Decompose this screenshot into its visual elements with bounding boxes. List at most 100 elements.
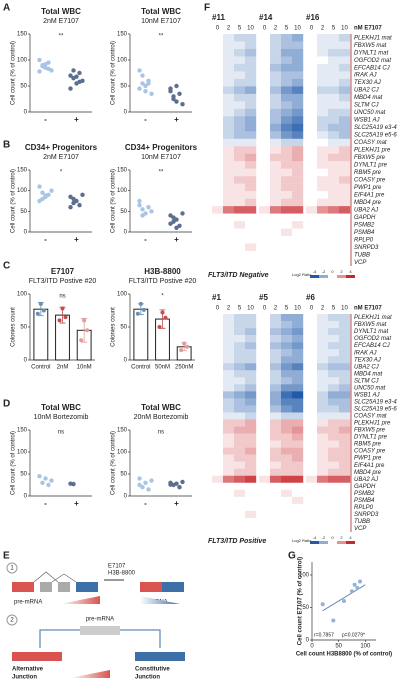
heat-cell <box>306 63 318 72</box>
heat-cell <box>212 377 224 385</box>
data-point <box>41 308 46 313</box>
heat-cell <box>317 86 329 95</box>
heat-cell <box>292 370 304 378</box>
wedge <box>70 670 110 678</box>
heat-cell <box>281 489 293 498</box>
heat-cell <box>259 56 271 65</box>
group-label: #5 <box>259 293 268 302</box>
heat-cell <box>270 335 282 343</box>
heat-cell <box>306 349 318 357</box>
chart-title: Total WBC <box>141 7 181 16</box>
exon <box>80 626 120 635</box>
heat-cell <box>281 335 293 343</box>
heat-cell <box>317 426 329 434</box>
heat-cell <box>259 503 271 512</box>
heat-cell <box>223 510 235 519</box>
chart-subtitle: 10nM E7107 <box>141 154 181 161</box>
heat-cell <box>281 123 293 132</box>
heat-cell <box>281 48 293 57</box>
heat-cell <box>317 384 329 392</box>
annotation: ** <box>59 34 64 40</box>
heat-cell <box>234 131 246 139</box>
heat-cell <box>339 168 351 177</box>
heat-cell <box>270 461 282 469</box>
heat-cell <box>339 447 351 455</box>
heat-cell <box>306 116 318 125</box>
data-point <box>141 307 146 312</box>
heat-cell <box>270 191 282 199</box>
chart-title: CD34+ Progenitors <box>125 143 198 152</box>
heat-cell <box>328 86 340 95</box>
heat-cell <box>306 131 318 139</box>
heat-cell <box>306 161 318 169</box>
y-tick-label: 0 <box>306 638 310 644</box>
heat-cell <box>339 86 351 95</box>
heat-cell <box>281 71 293 80</box>
heat-cell <box>259 419 271 427</box>
heat-cell <box>245 489 257 498</box>
legend-tick-label: 4 <box>349 269 352 274</box>
heat-cell <box>234 461 246 469</box>
heat-cell <box>212 63 224 72</box>
heat-cell <box>339 454 351 462</box>
heat-cell <box>306 34 318 42</box>
heat-cell <box>234 496 246 505</box>
heat-cell <box>317 34 329 42</box>
heat-cell <box>281 321 293 329</box>
heat-cell <box>212 363 224 371</box>
heat-cell <box>306 86 318 95</box>
heat-cell <box>245 93 257 102</box>
heat-cell <box>245 349 257 357</box>
heat-cell <box>234 236 246 244</box>
dose-label: 0 <box>310 26 314 32</box>
heat-cell <box>259 116 271 125</box>
heat-cell <box>328 524 340 533</box>
dose-label: 10 <box>294 306 301 312</box>
heat-cell <box>281 524 293 533</box>
heat-cell <box>292 454 304 462</box>
dose-label: 10 <box>294 26 301 32</box>
y-tick-label: 100 <box>117 292 128 298</box>
heat-cell <box>292 503 304 512</box>
heat-cell <box>223 251 235 259</box>
heat-cell <box>245 221 257 229</box>
heat-cell <box>270 78 282 87</box>
heat-cell <box>317 482 329 491</box>
chart-title: H3B-8800 <box>144 267 181 276</box>
heat-cell <box>223 101 235 110</box>
heat-cell <box>281 349 293 357</box>
x-tick-label: 10nM <box>77 365 92 371</box>
heat-cell <box>234 503 246 512</box>
heat-cell <box>234 108 246 117</box>
heat-cell <box>292 34 304 42</box>
heat-cell <box>339 489 351 498</box>
heat-cell <box>223 236 235 244</box>
heat-cell <box>292 461 304 469</box>
heat-cell <box>259 191 271 199</box>
heat-cell <box>212 461 224 469</box>
heat-cell <box>212 440 224 448</box>
heat-cell <box>259 213 271 222</box>
heat-cell <box>328 243 340 252</box>
heat-cell <box>306 314 318 322</box>
heat-cell <box>339 78 351 87</box>
heat-cell <box>292 213 304 222</box>
heat-cell <box>245 314 257 322</box>
wedge <box>60 596 100 604</box>
row-label: UBA2 CJ <box>354 364 380 370</box>
row-label: GAPDH <box>354 484 376 490</box>
data-point <box>46 66 51 72</box>
heat-cell <box>245 398 257 406</box>
heat-cell <box>259 236 271 244</box>
data-point <box>71 196 76 202</box>
heat-cell <box>339 468 351 476</box>
heat-cell <box>339 243 351 252</box>
exon <box>40 582 52 592</box>
heat-cell <box>339 391 351 399</box>
y-tick-label: 100 <box>117 188 128 194</box>
heat-cell <box>259 426 271 434</box>
heat-cell <box>317 123 329 132</box>
heat-cell <box>212 108 224 117</box>
dose-label: 2 <box>227 306 231 312</box>
heat-cell <box>317 228 329 237</box>
